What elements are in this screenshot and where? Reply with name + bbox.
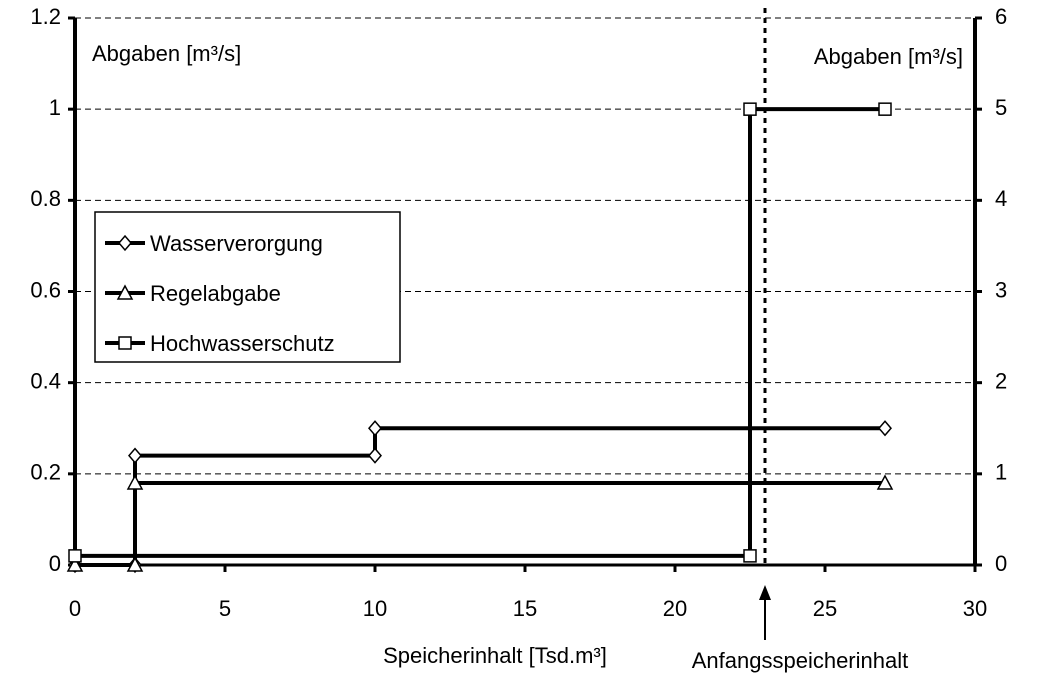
y2-tick-label: 3 [995, 277, 1007, 302]
y-tick-label: 1.2 [30, 4, 61, 29]
data-point [876, 474, 894, 490]
x-axis-title: Speicherinhalt [Tsd.m³] [383, 643, 607, 668]
data-point [126, 556, 144, 572]
y-axis-title: Abgaben [m³/s] [92, 41, 241, 66]
data-point [66, 556, 84, 572]
y2-tick-label: 6 [995, 4, 1007, 29]
x-tick-label: 5 [219, 596, 231, 621]
data-point [878, 102, 892, 116]
data-point [743, 102, 757, 116]
legend-marker [118, 234, 132, 252]
legend-label: Wasserverorgung [150, 231, 323, 256]
data-point [878, 420, 892, 437]
y2-tick-label: 1 [995, 460, 1007, 485]
x-tick-label: 15 [513, 596, 537, 621]
annotation-arrowhead [759, 585, 771, 600]
data-point [368, 420, 382, 437]
y2-tick-label: 4 [995, 186, 1007, 211]
legend-marker [118, 336, 132, 350]
legend-label: Hochwasserschutz [150, 331, 335, 356]
x-tick-label: 30 [963, 596, 987, 621]
x-tick-label: 0 [69, 596, 81, 621]
data-point [126, 474, 144, 490]
x-tick-label: 20 [663, 596, 687, 621]
y2-axis-title: Abgaben [m³/s] [814, 44, 963, 69]
y2-tick-label: 0 [995, 551, 1007, 576]
series-line [75, 107, 885, 558]
data-point [128, 447, 142, 464]
legend-box [94, 211, 401, 363]
y2-tick-label: 2 [995, 368, 1007, 393]
legend-label: Regelabgabe [150, 281, 281, 306]
y-tick-label: 0.8 [30, 186, 61, 211]
y-tick-label: 1 [49, 95, 61, 120]
x-tick-label: 25 [813, 596, 837, 621]
legend-marker [116, 284, 134, 300]
y-tick-label: 0.2 [30, 460, 61, 485]
y-tick-label: 0.6 [30, 277, 61, 302]
series-line [75, 480, 885, 567]
data-point [368, 447, 382, 464]
y2-tick-label: 5 [995, 95, 1007, 120]
data-point [68, 549, 82, 563]
data-point [743, 549, 757, 563]
x-tick-label: 10 [363, 596, 387, 621]
y-tick-label: 0 [49, 551, 61, 576]
annotation: Anfangsspeicherinhalt [692, 648, 908, 673]
y-tick-label: 0.4 [30, 368, 61, 393]
